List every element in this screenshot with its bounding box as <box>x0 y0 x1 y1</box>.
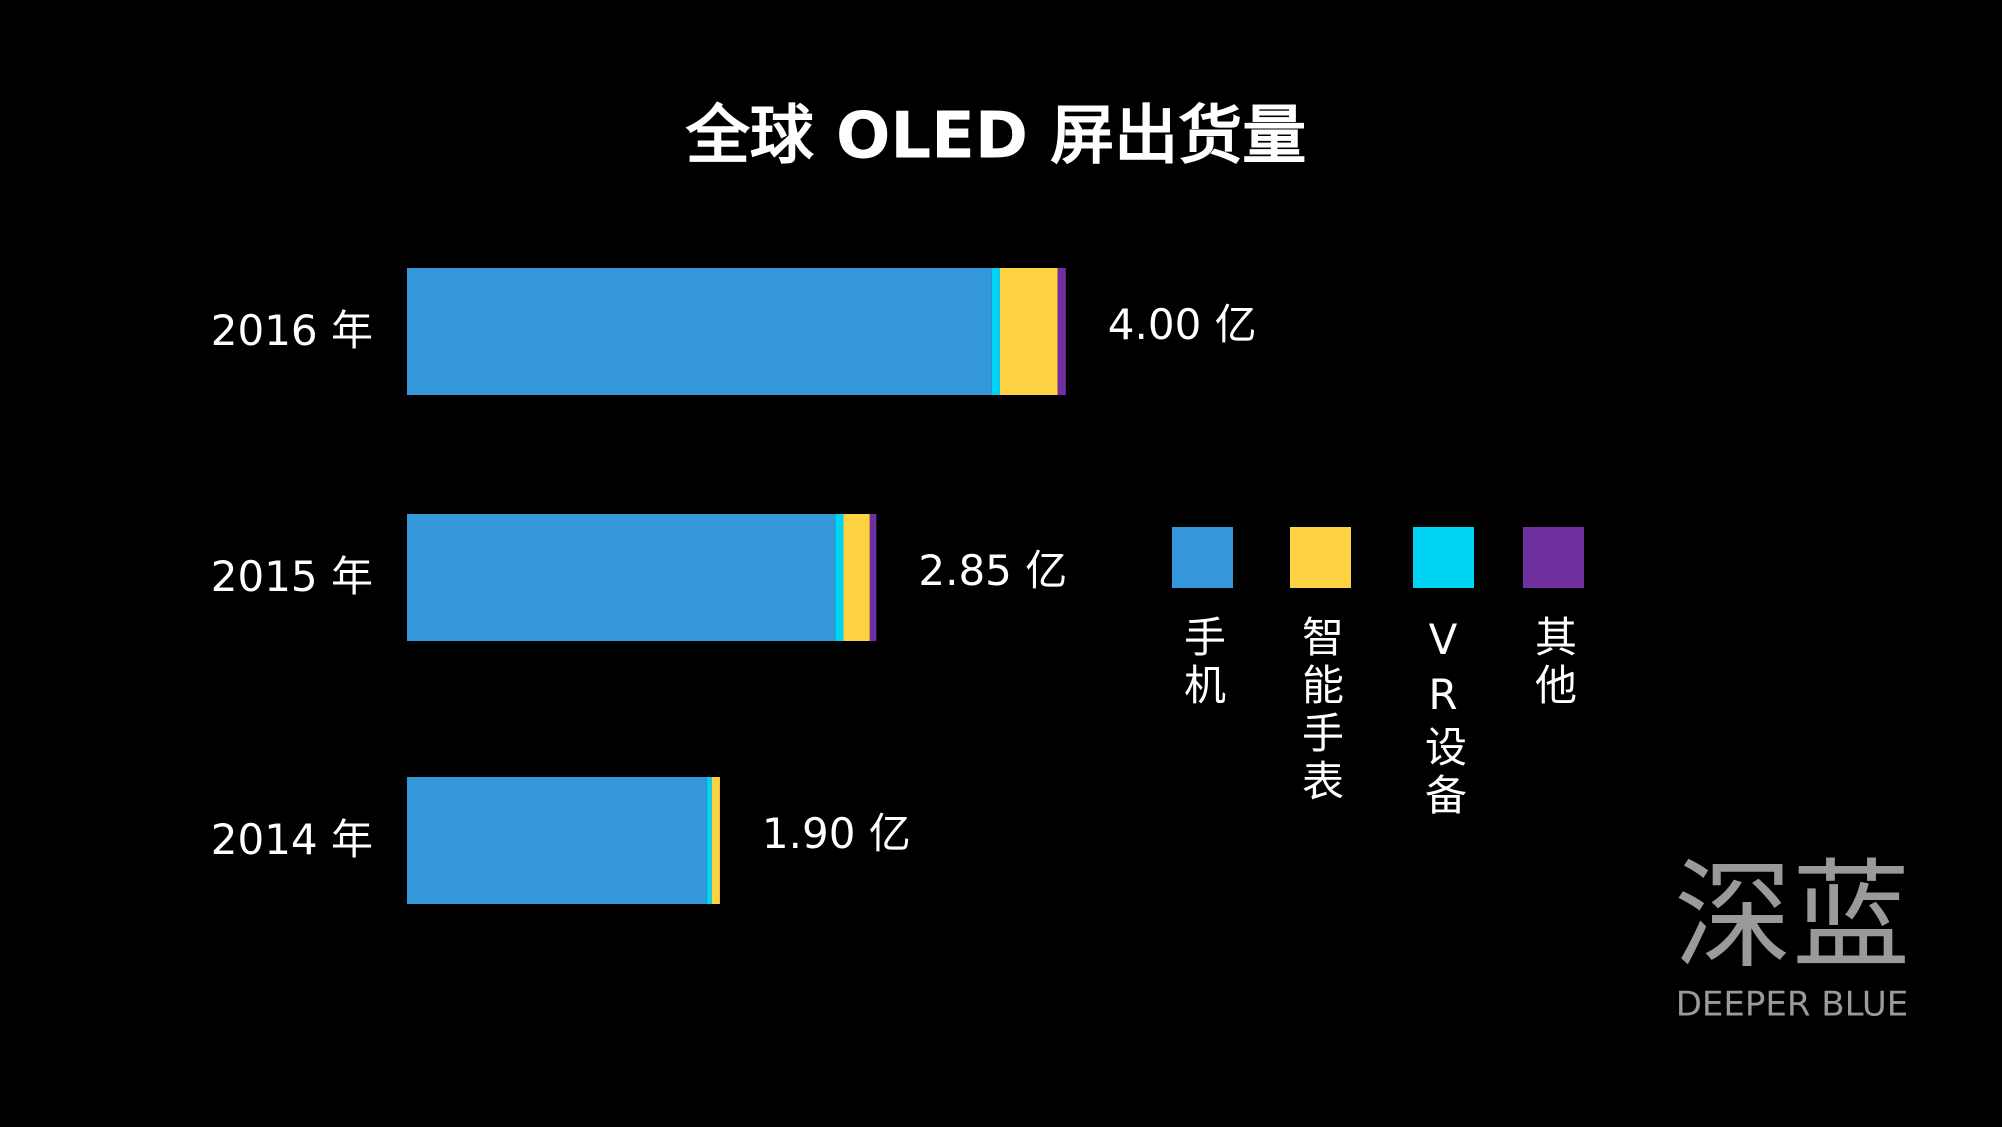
legend-label: 其他 <box>1529 615 1578 711</box>
total-label: 2.85 亿 <box>918 546 1067 595</box>
watermark-en: DEEPER BLUE <box>1676 985 1909 1025</box>
bar-segment <box>407 514 836 641</box>
chart-title: 全球 OLED 屏出货量 <box>685 100 1307 174</box>
legend-label: 手机 <box>1178 615 1227 711</box>
legend-label: VR设备 <box>1419 615 1468 821</box>
bar-segment <box>1057 268 1066 395</box>
bar-segment <box>843 514 870 641</box>
y-tick-label: 2014 年 <box>211 815 373 864</box>
y-tick-label: 2016 年 <box>211 306 373 355</box>
bar-segment <box>407 777 707 904</box>
bar-segment <box>991 268 1000 395</box>
legend-swatch <box>1413 527 1474 588</box>
bar-segment <box>869 514 877 641</box>
bar-segment <box>706 777 712 904</box>
bar-segment <box>835 514 844 641</box>
legend-swatch <box>1290 527 1351 588</box>
bar-segment <box>711 777 720 904</box>
legend-label: 智能手表 <box>1296 615 1345 807</box>
legend-swatch <box>1172 527 1233 588</box>
watermark-cn: 深蓝 <box>1674 847 1910 985</box>
total-label: 1.90 亿 <box>762 809 911 858</box>
y-tick-label: 2015 年 <box>211 552 373 601</box>
bar-segment <box>407 268 992 395</box>
legend-swatch <box>1523 527 1584 588</box>
total-label: 4.00 亿 <box>1108 300 1257 349</box>
bar-segment <box>999 268 1058 395</box>
